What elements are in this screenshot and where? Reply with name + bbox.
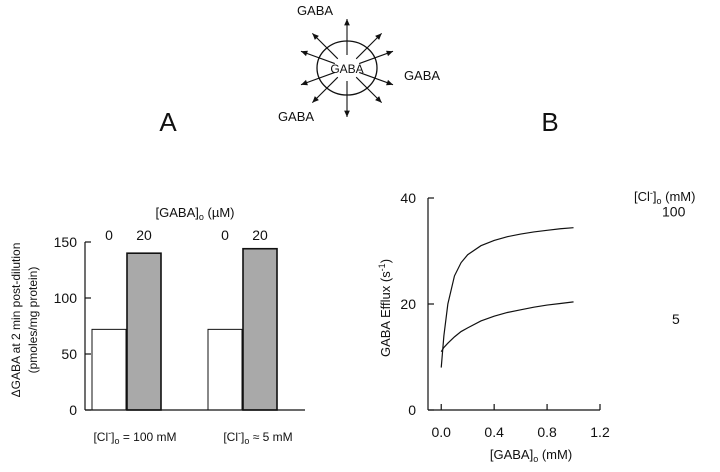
efflux-arrowhead-9	[312, 33, 319, 40]
bar-y-tick-label-1: 50	[61, 346, 77, 362]
panel-label-b: B	[541, 107, 558, 137]
efflux-arrowhead-8	[300, 50, 308, 57]
bar-y-label-line1: ΔGABA at 2 min post-dilution	[9, 243, 23, 398]
line-y-ticks: 0 20 40	[400, 190, 434, 418]
diagram-center-label: GABA	[330, 62, 363, 76]
line-series-labels: 100 5	[662, 204, 686, 327]
line-chart-b: 0 20 40 0.0 0.4 0.8 1.2 [GABA]o (mM) GABA Eff…	[377, 188, 695, 464]
diagram-label-left: GABA	[278, 109, 314, 124]
efflux-arrows	[300, 19, 394, 117]
bar-y-ticks: 0 50 100 150	[54, 234, 91, 418]
line-x-ticks: 0.0 0.4 0.8 1.2	[431, 404, 610, 440]
bar-top-label-1: 20	[136, 227, 152, 243]
bar-group-label-0: [Cl-]o = 100 mM	[93, 428, 176, 446]
bar-y-tick-label-3: 150	[54, 234, 78, 250]
line-x-tick-label-3: 1.2	[590, 424, 610, 440]
bar-1-0	[207, 328, 243, 411]
bar-y-label-line2: (pmoles/mg protein)	[26, 267, 40, 374]
efflux-diagram: GABA GABA GABA GABA	[278, 3, 440, 124]
efflux-arrowhead-4	[375, 96, 382, 103]
line-y-tick-label-1: 20	[400, 296, 416, 312]
bar-top-label-3: 20	[252, 227, 268, 243]
line-legend-title: [Cl-]o (mM)	[634, 188, 695, 206]
line-x-label: [GABA]o (mM)	[490, 447, 572, 464]
bar-0-1	[126, 252, 162, 411]
bar-chart-a: [GABA]o (µM) 0 50 100 150 0 20 0 20 [Cl-]o = 1…	[9, 205, 305, 446]
panel-label-a: A	[159, 107, 177, 137]
efflux-arrowhead-5	[344, 110, 350, 117]
diagram-label-top: GABA	[297, 3, 333, 18]
bar-y-tick-label-0: 0	[69, 402, 77, 418]
efflux-arrowhead-0	[344, 19, 350, 26]
bar-top-label-0: 0	[105, 227, 113, 243]
line-series	[440, 227, 574, 368]
bar-top-labels: 0 20 0 20	[105, 227, 268, 243]
efflux-arrowhead-6	[312, 96, 319, 103]
line-y-label: GABA Efflux (s-1)	[377, 259, 393, 357]
bar-series	[91, 247, 278, 411]
line-series-5	[440, 301, 574, 353]
diagram-label-right: GABA	[404, 68, 440, 83]
line-x-tick-label-0: 0.0	[431, 424, 451, 440]
line-series-label-5: 5	[672, 311, 680, 327]
line-y-tick-label-2: 40	[400, 190, 416, 206]
efflux-arrowhead-7	[300, 79, 308, 86]
efflux-arrowhead-2	[386, 50, 394, 57]
bar-top-label-2: 0	[221, 227, 229, 243]
line-series-100	[440, 227, 574, 368]
line-x-tick-label-2: 0.8	[537, 424, 557, 440]
bar-1-1	[242, 247, 278, 411]
bar-0-0	[91, 328, 127, 411]
efflux-arrowhead-3	[386, 79, 394, 86]
bar-legend-title: [GABA]o (µM)	[156, 205, 235, 222]
bar-y-tick-label-2: 100	[54, 290, 78, 306]
line-x-tick-label-1: 0.4	[484, 424, 504, 440]
line-y-tick-label-0: 0	[408, 402, 416, 418]
efflux-arrowhead-1	[375, 33, 382, 40]
line-series-label-100: 100	[662, 204, 686, 220]
bar-group-label-1: [Cl-]o ≈ 5 mM	[223, 428, 292, 446]
